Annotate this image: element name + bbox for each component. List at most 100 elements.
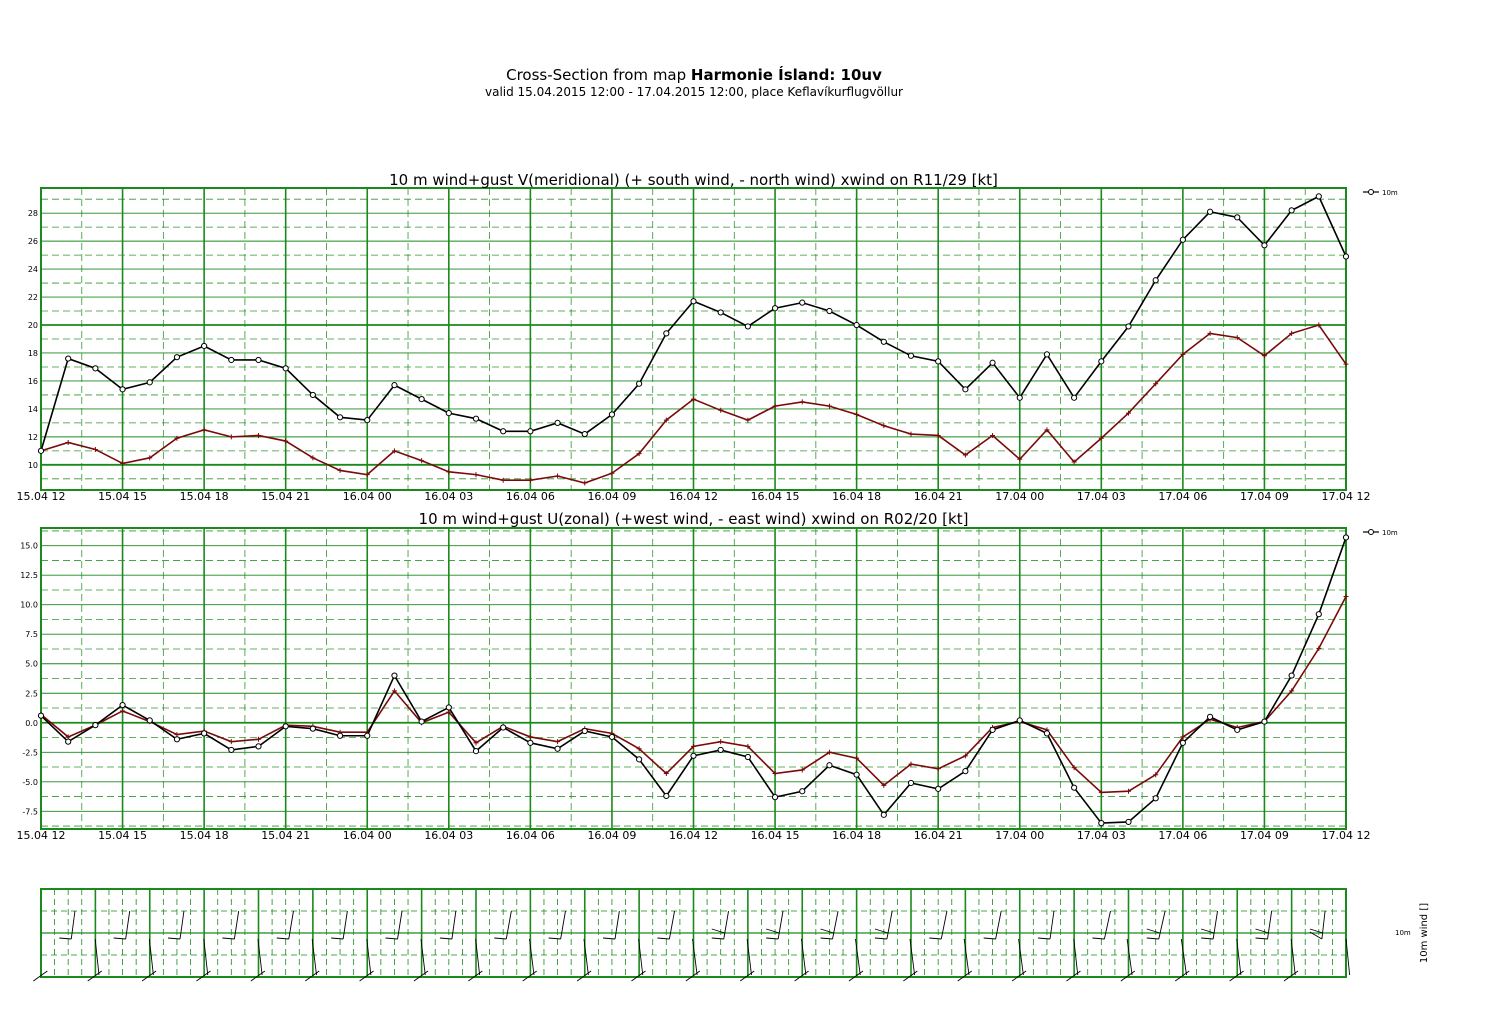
data-point-gust	[391, 448, 397, 454]
data-point-wind	[636, 380, 643, 387]
x-tick-label: 16.04 18	[832, 829, 881, 842]
data-point-wind	[228, 746, 235, 754]
data-point-gust	[609, 470, 615, 476]
data-point-wind	[690, 752, 697, 759]
wind-barb-flag	[548, 937, 561, 940]
data-point-wind	[1016, 394, 1023, 401]
wind-barb-staff	[342, 910, 348, 940]
wind-barb-flag	[1146, 937, 1159, 940]
data-point-wind	[37, 712, 45, 719]
data-point-wind	[445, 410, 452, 417]
data-point-gust	[799, 767, 805, 773]
data-point-gust	[473, 472, 479, 478]
data-point-gust	[826, 749, 832, 755]
data-point-wind	[1152, 277, 1159, 284]
data-point-wind	[173, 354, 181, 361]
wind-barb-staff	[1126, 938, 1133, 976]
x-tick-label: 16.04 09	[587, 490, 636, 503]
data-point-wind	[1288, 672, 1295, 679]
data-point-wind	[500, 428, 507, 435]
legend: 10m	[1363, 529, 1398, 537]
wind-barb-flag	[87, 970, 102, 982]
data-point-gust	[1343, 361, 1349, 367]
x-tick-label: 16.04 21	[914, 490, 963, 503]
data-point-gust	[691, 743, 696, 749]
data-point-gust	[772, 771, 778, 777]
wind-barb-staff	[1345, 938, 1351, 976]
data-point-gust	[1071, 459, 1077, 465]
wind-barb-staff	[1049, 910, 1055, 940]
wind-barb-staff	[397, 910, 403, 940]
wind-barb-flag	[331, 937, 344, 940]
data-point-gust	[1126, 788, 1131, 794]
data-point-wind	[1071, 784, 1078, 791]
data-point-gust	[1071, 765, 1077, 771]
data-point-gust	[1234, 335, 1240, 341]
wind-barb-staff	[614, 910, 620, 940]
x-tick-label: 16.04 00	[343, 829, 392, 842]
data-point-wind	[1043, 730, 1051, 737]
data-point-wind	[1234, 726, 1241, 733]
wind-barb-staff	[692, 938, 698, 976]
data-point-gust	[446, 469, 452, 475]
data-point-wind	[744, 753, 751, 761]
data-point-gust	[228, 434, 234, 440]
wind-barb-staff	[583, 938, 589, 976]
y-tick-label: 12.5	[20, 571, 38, 580]
data-point-wind	[418, 718, 425, 725]
wind-barb-flag	[1201, 928, 1215, 934]
x-tick-label: 16.04 06	[506, 829, 555, 842]
data-point-gust	[337, 467, 343, 473]
data-point-wind	[309, 725, 316, 732]
x-tick-label: 17.04 00	[995, 829, 1044, 842]
wind-barb-staff	[1103, 910, 1111, 940]
wind-barb-staff	[638, 938, 644, 976]
data-point-gust	[1343, 593, 1349, 599]
x-tick-label: 15.04 12	[17, 490, 66, 503]
data-point-wind	[826, 762, 833, 769]
data-point-wind	[799, 299, 806, 306]
data-point-gust	[555, 739, 561, 745]
data-point-wind	[527, 739, 534, 746]
data-point-wind	[119, 386, 126, 393]
data-point-gust	[799, 399, 805, 405]
data-point-wind	[608, 733, 616, 741]
wind-barb-staff	[886, 910, 893, 940]
panel-meridional: 10 12 14 16 18 20 22 24 26 28 15.04 12 15.04 15 15.0…	[17, 171, 1398, 503]
x-tick-label: 15.04 12	[17, 829, 66, 842]
data-point-gust	[962, 452, 968, 458]
data-point-gust	[527, 477, 533, 483]
data-point-gust	[881, 782, 887, 788]
data-point-gust	[1316, 645, 1322, 651]
wind-barb-flag	[1309, 928, 1324, 934]
data-point-wind	[119, 701, 126, 709]
data-point-gust	[718, 739, 724, 745]
data-point-wind	[554, 419, 561, 426]
wind-barb-staff	[366, 938, 372, 976]
data-point-gust	[636, 746, 642, 752]
x-tick-label: 17.04 00	[995, 490, 1044, 503]
x-tick-label: 16.04 00	[343, 490, 392, 503]
wind-barb-flag	[1011, 970, 1027, 982]
x-tick-label: 16.04 21	[914, 829, 963, 842]
wind-barb-staff	[1180, 938, 1187, 976]
data-point-gust	[1316, 322, 1322, 328]
wind-barb-staff	[723, 910, 729, 940]
data-point-gust	[691, 396, 696, 402]
data-point-wind	[1261, 718, 1268, 725]
data-point-gust	[473, 740, 479, 746]
data-point-gust	[962, 753, 968, 759]
data-point-wind	[391, 382, 398, 389]
wind-barb-flag	[1120, 970, 1136, 982]
data-point-wind	[880, 811, 887, 818]
plot-frame	[40, 527, 1347, 830]
data-point-wind	[799, 788, 806, 795]
wind-barb-staff	[1018, 938, 1024, 976]
data-point-gust	[854, 412, 860, 417]
data-point-wind	[282, 365, 289, 372]
wind-barb-flag	[957, 970, 972, 982]
wind-barb-flag	[1283, 970, 1299, 982]
wind-barb-staff	[475, 938, 481, 976]
data-point-wind	[853, 321, 860, 329]
wind-barb-staff	[1158, 910, 1166, 940]
